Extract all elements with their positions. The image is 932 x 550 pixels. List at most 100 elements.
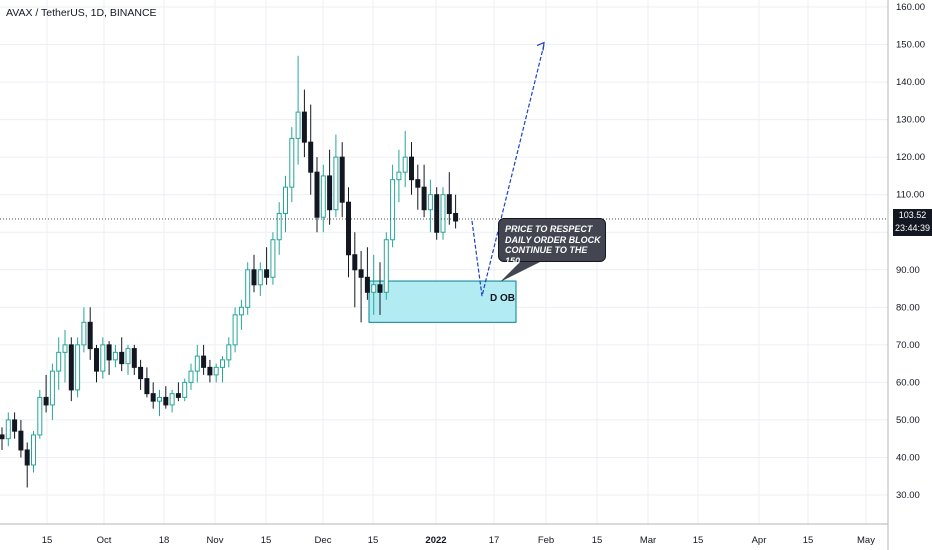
candle-body [0, 434, 5, 440]
candle-body [333, 156, 339, 211]
candle-body [175, 393, 181, 398]
candle-body [295, 111, 301, 139]
y-tick-label: 80.00 [896, 302, 920, 313]
candle-body [220, 359, 225, 368]
candle-body [270, 239, 276, 278]
x-tick-label: 15 [803, 535, 814, 546]
x-tick-label: Feb [538, 535, 554, 546]
projection-path [471, 44, 545, 297]
y-tick-label: 150.00 [896, 40, 925, 51]
candle-body [37, 396, 43, 436]
candle-body [226, 344, 232, 361]
x-tick-label: Mar [640, 535, 656, 546]
bar-countdown: 23:44:39 [894, 223, 931, 233]
x-tick-label: Oct [97, 535, 112, 546]
candle-body [62, 344, 68, 353]
candle-body [106, 344, 112, 361]
candle-body [207, 366, 213, 376]
candle-body [232, 314, 238, 346]
y-tick-label: 90.00 [896, 265, 920, 276]
candle-body [138, 366, 144, 380]
candle-body [371, 284, 377, 293]
candle-body [434, 194, 440, 233]
projection-arrow-head [536, 41, 545, 51]
candle-body [283, 186, 288, 214]
candle-body [327, 175, 333, 211]
y-tick-label: 130.00 [896, 115, 925, 126]
candle-body [68, 344, 74, 391]
candle-body [352, 254, 358, 271]
candle-body [119, 351, 125, 365]
x-tick-label: 15 [693, 535, 704, 546]
candle-body [257, 269, 263, 286]
candle-body [5, 419, 11, 440]
x-tick-label: 15 [368, 535, 379, 546]
y-tick-label: 110.00 [896, 190, 924, 201]
candle-body [188, 370, 194, 383]
order-block-label: D OB [490, 293, 515, 304]
y-tick-label: 70.00 [896, 340, 920, 351]
candle-body [402, 156, 408, 173]
candle-body [453, 212, 459, 222]
x-tick-label: 18 [159, 535, 170, 546]
candle-body [320, 175, 326, 218]
candle-body [358, 269, 364, 278]
callout-line-2: DAILY ORDER BLOCK [505, 234, 601, 245]
y-tick-label: 120.00 [896, 152, 925, 163]
x-tick-label: May [857, 535, 875, 546]
candle-body [383, 239, 389, 293]
candle-body [131, 348, 137, 368]
callout-line-3: CONTINUE TO THE 150 [505, 245, 588, 266]
callout-pointer [500, 262, 540, 282]
candle-body [415, 179, 421, 188]
candle-body [245, 269, 251, 308]
candle-body [427, 194, 433, 211]
candle-body [440, 194, 446, 233]
candle-body [409, 156, 414, 181]
x-tick-label: 2022 [425, 535, 446, 546]
x-tick-label: Nov [207, 535, 224, 546]
candle-body [12, 419, 18, 432]
candle-body [18, 430, 24, 451]
candle-body [125, 348, 131, 365]
candle-body [24, 449, 30, 466]
candle-body [264, 269, 270, 278]
candle-body [421, 186, 427, 211]
candle-body [251, 269, 257, 286]
y-tick-label: 140.00 [896, 77, 925, 88]
y-tick-label: 30.00 [896, 490, 920, 501]
candle-body [100, 344, 106, 372]
candle-body [446, 194, 452, 214]
last-price-value: 103.52 [898, 210, 927, 220]
candle-body [56, 351, 62, 372]
x-tick-label: 15 [261, 535, 272, 546]
candle-body [364, 276, 370, 293]
y-tick-label: 40.00 [896, 452, 920, 463]
candle-body [390, 179, 396, 241]
candle-body [163, 396, 169, 406]
candle-body [112, 351, 118, 361]
y-tick-label: 60.00 [896, 377, 920, 388]
candle-body [157, 396, 162, 402]
last-price-tag: 103.52 23:44:39 [893, 209, 932, 236]
candle-body [81, 321, 87, 346]
x-tick-label: 17 [489, 535, 500, 546]
candle-body [213, 366, 219, 376]
x-tick-label: Dec [315, 535, 332, 546]
candle-body [169, 393, 175, 406]
candle-body [339, 156, 345, 203]
candle-body [75, 344, 81, 391]
candle-body [289, 137, 295, 188]
x-tick-label: Apr [752, 535, 767, 546]
candle-body [150, 393, 156, 402]
candle-body [308, 141, 314, 173]
x-tick-label: 15 [592, 535, 603, 546]
candle-body [144, 378, 150, 395]
candle-body [346, 201, 351, 256]
candle-body [43, 396, 49, 406]
callout-note[interactable]: PRICE TO RESPECT DAILY ORDER BLOCK CONTI… [498, 218, 606, 266]
candle-body [87, 321, 93, 350]
y-tick-label: 50.00 [896, 415, 920, 426]
candle-body [377, 284, 383, 293]
